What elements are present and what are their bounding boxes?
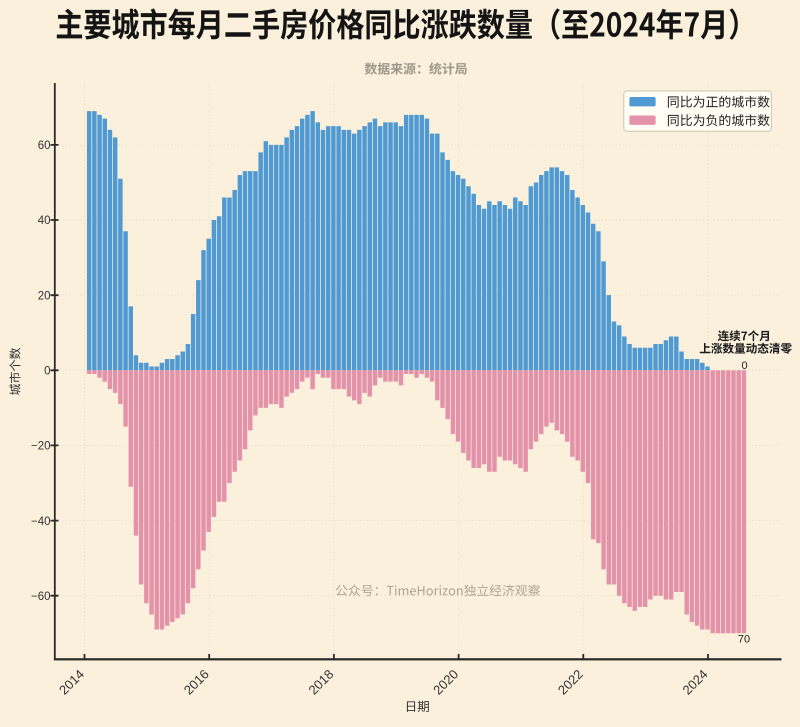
svg-text:−20: −20 (31, 441, 51, 453)
svg-text:0: 0 (741, 360, 747, 372)
svg-text:40: 40 (38, 215, 51, 227)
svg-text:70: 70 (738, 633, 750, 645)
svg-text:−40: −40 (31, 516, 51, 528)
svg-text:0: 0 (44, 366, 50, 378)
svg-text:20: 20 (38, 290, 51, 302)
svg-text:60: 60 (38, 140, 51, 152)
svg-text:−60: −60 (31, 591, 51, 603)
